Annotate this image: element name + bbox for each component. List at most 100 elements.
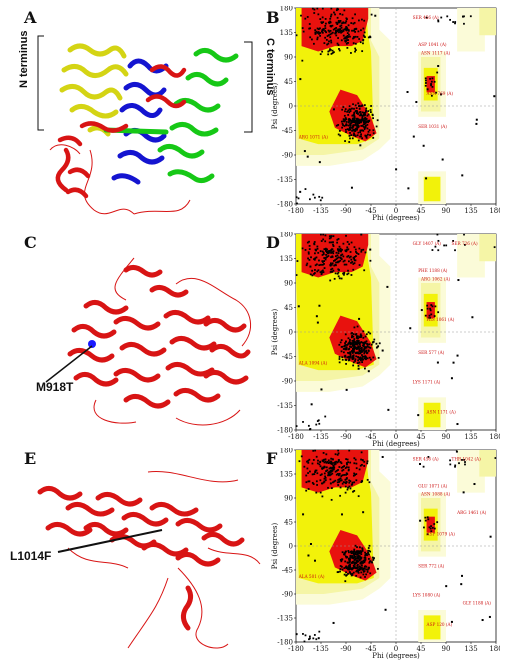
residue-point	[355, 255, 357, 258]
residue-point	[335, 34, 338, 37]
residue-point	[371, 113, 374, 116]
residue-point	[344, 333, 347, 336]
residue-point	[353, 462, 356, 465]
residue-point	[364, 335, 367, 338]
x-tick-label: -90	[340, 433, 351, 441]
residue-point	[339, 134, 342, 137]
residue-point	[314, 252, 316, 255]
residue-point	[327, 250, 330, 253]
residue-point	[443, 244, 446, 247]
residue-point	[331, 31, 334, 34]
residue-point	[425, 177, 428, 180]
residue-point	[360, 349, 363, 352]
residue-point	[338, 48, 340, 50]
residue-point	[349, 558, 351, 561]
residue-point	[351, 137, 354, 140]
panel-letter-e: E	[24, 449, 37, 468]
residue-point	[308, 244, 311, 247]
residue-point	[358, 552, 361, 555]
residue-point	[347, 114, 350, 116]
x-axis-label: Phi (degrees)	[372, 652, 420, 660]
residue-point	[347, 272, 350, 275]
residue-point	[358, 468, 361, 471]
residue-point	[330, 256, 332, 259]
residue-point	[361, 111, 364, 114]
residue-point	[350, 346, 353, 349]
residue-point	[330, 236, 332, 239]
residue-point	[339, 20, 342, 22]
residue-point	[315, 480, 318, 483]
residue-point	[328, 237, 331, 240]
residue-point	[493, 95, 496, 98]
residue-point	[366, 342, 368, 345]
residue-point	[378, 342, 381, 345]
residue-point	[324, 234, 327, 237]
residue-point	[314, 257, 317, 260]
residue-point	[331, 270, 334, 273]
residue-point	[358, 336, 361, 339]
residue-point	[353, 116, 356, 118]
residue-point	[431, 77, 434, 80]
residue-point	[345, 359, 348, 361]
residue-point	[344, 27, 347, 30]
residue-point	[436, 233, 439, 236]
residue-point	[348, 341, 351, 344]
residue-point	[352, 335, 355, 338]
residue-point	[386, 285, 389, 288]
residue-point	[318, 630, 321, 633]
x-tick-label: -45	[365, 433, 376, 441]
residue-point	[356, 554, 359, 556]
residue-point	[364, 558, 367, 561]
residue-point	[327, 21, 330, 24]
residue-point	[346, 26, 348, 29]
residue-point	[361, 50, 364, 53]
residue-point	[316, 31, 319, 34]
residue-point	[431, 85, 434, 88]
residue-point	[330, 13, 333, 16]
x-tick-label: 0	[394, 207, 398, 215]
residue-point	[348, 449, 351, 452]
residue-point	[333, 277, 336, 280]
residue-point	[317, 269, 320, 272]
residue-point	[295, 633, 298, 636]
residue-point	[430, 304, 433, 306]
residue-point	[428, 526, 431, 529]
residue-point	[331, 472, 334, 475]
residue-point	[346, 344, 349, 346]
residue-point	[316, 472, 319, 475]
residue-point	[356, 339, 358, 342]
residue-point	[343, 465, 346, 467]
residue-point	[356, 559, 358, 562]
residue-point	[307, 472, 309, 474]
residue-point	[332, 235, 335, 238]
residue-point	[363, 345, 365, 348]
residue-point	[307, 554, 310, 557]
residue-point	[345, 35, 348, 38]
residue-point	[331, 251, 334, 253]
residue-point	[346, 128, 349, 131]
residue-point	[354, 13, 356, 16]
residue-point	[337, 37, 339, 39]
residue-point	[454, 22, 456, 25]
residue-point	[352, 263, 355, 265]
residue-label: SER 456 (A)	[413, 457, 439, 462]
residue-point	[359, 464, 362, 467]
residue-point	[351, 560, 354, 563]
residue-point	[330, 7, 333, 10]
residue-point	[350, 22, 353, 24]
residue-point	[372, 356, 375, 359]
residue-point	[429, 307, 431, 310]
residue-point	[307, 252, 310, 255]
residue-point	[316, 245, 319, 248]
residue-point	[368, 561, 371, 564]
residue-point	[316, 7, 319, 10]
residue-point	[354, 50, 356, 53]
residue-point	[437, 20, 440, 23]
residue-point	[354, 104, 357, 107]
residue-point	[352, 341, 355, 344]
residue-point	[333, 260, 335, 262]
residue-point	[344, 40, 347, 42]
x-tick-label: 0	[394, 645, 398, 653]
residue-point	[339, 28, 341, 31]
residue-point	[365, 346, 368, 348]
